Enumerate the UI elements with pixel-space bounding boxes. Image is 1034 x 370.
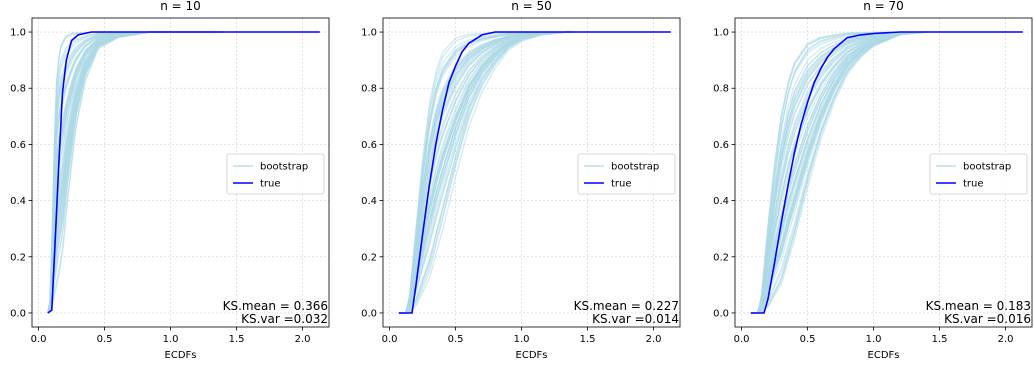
y-tick-label: 1.0 [713, 28, 729, 39]
chart-panel-2: 0.0 0.5 1.0 1.5 2.0 0.0 0.2 0.4 0.6 0.8 1.0 n = 50 E… [361, 0, 681, 361]
axes-frame [734, 17, 1033, 328]
x-tick-label: 1.0 [514, 334, 530, 345]
true-line [750, 31, 1023, 314]
legend-label-true: true [963, 179, 984, 190]
x-tick-label: 1.0 [163, 334, 179, 345]
x-tick-label: 2.0 [998, 334, 1014, 345]
ks-mean-annotation: KS.mean = 0.366 [223, 299, 328, 313]
chart-panel-3: 0.0 0.5 1.0 1.5 2.0 0.0 0.2 0.4 0.6 0.8 1.0 n = 70 E… [713, 0, 1033, 361]
y-tick-label: 0.0 [713, 308, 729, 319]
bootstrap-line [398, 31, 575, 314]
x-tick-label: 1.5 [932, 334, 948, 345]
y-tick-label: 0.2 [361, 252, 377, 263]
bootstrap-line [47, 31, 224, 314]
x-tick-label: 0.5 [448, 334, 464, 345]
legend-box [577, 153, 676, 195]
legend-label-true: true [611, 179, 632, 190]
bootstrap-line [750, 31, 927, 314]
y-tick-label: 0.8 [361, 84, 377, 95]
x-tick-label: 0.0 [734, 334, 750, 345]
y-tick-label: 0.6 [713, 140, 729, 151]
legend-label-true: true [260, 179, 281, 190]
x-tick-label: 1.5 [580, 334, 596, 345]
x-tick-label: 0.5 [97, 334, 113, 345]
ks-var-annotation: KS.var =0.016 [944, 312, 1031, 326]
y-tick-label: 0.8 [713, 84, 729, 95]
ks-mean-annotation: KS.mean = 0.227 [574, 299, 679, 313]
x-tick-label: 2.0 [295, 334, 311, 345]
x-axis-label: ECDFs [868, 350, 900, 361]
x-axis-label: ECDFs [165, 350, 197, 361]
x-axis-label: ECDFs [516, 350, 548, 361]
ks-var-annotation: KS.var =0.014 [592, 312, 679, 326]
axes-frame [382, 17, 681, 328]
y-tick-label: 0.4 [361, 196, 377, 207]
plot-area [750, 31, 1023, 314]
y-tick-label: 1.0 [10, 28, 26, 39]
plot-area [47, 31, 320, 314]
y-tick-label: 0.4 [713, 196, 729, 207]
x-tick-label: 0.5 [800, 334, 816, 345]
true-line [398, 31, 671, 314]
true-line [47, 31, 320, 314]
legend-label-bootstrap: bootstrap [963, 162, 1011, 173]
y-tick-label: 0.0 [10, 308, 26, 319]
plot-area [398, 31, 671, 314]
x-tick-label: 2.0 [646, 334, 662, 345]
ks-var-annotation: KS.var =0.032 [241, 312, 328, 326]
legend-label-bootstrap: bootstrap [611, 162, 659, 173]
x-tick-label: 1.5 [229, 334, 245, 345]
y-tick-label: 1.0 [361, 28, 377, 39]
y-tick-label: 0.8 [10, 84, 26, 95]
chart-title: n = 70 [863, 0, 904, 13]
ks-mean-annotation: KS.mean = 0.183 [926, 299, 1031, 313]
legend-label-bootstrap: bootstrap [260, 162, 308, 173]
x-tick-label: 0.0 [31, 334, 47, 345]
y-tick-label: 0.2 [10, 252, 26, 263]
y-tick-label: 0.2 [713, 252, 729, 263]
x-tick-label: 1.0 [866, 334, 882, 345]
axes-frame [31, 17, 330, 328]
chart-title: n = 50 [511, 0, 552, 13]
y-tick-label: 0.0 [361, 308, 377, 319]
y-tick-label: 0.4 [10, 196, 26, 207]
chart-panel-1: 0.0 0.5 1.0 1.5 2.0 0.0 0.2 0.4 0.6 0.8 1.0 n = 10 E… [10, 0, 330, 361]
x-tick-label: 0.0 [382, 334, 398, 345]
y-tick-label: 0.6 [10, 140, 26, 151]
legend-box [929, 153, 1028, 195]
chart-title: n = 10 [160, 0, 201, 13]
y-tick-label: 0.6 [361, 140, 377, 151]
legend-box [226, 153, 325, 195]
